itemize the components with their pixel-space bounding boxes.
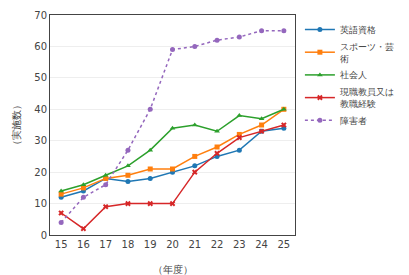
svg-text:21: 21	[188, 239, 201, 250]
svg-text:20: 20	[166, 239, 179, 250]
svg-text:英語資格: 英語資格	[340, 25, 376, 35]
svg-text:（年度）: （年度）	[153, 264, 193, 275]
svg-text:障害者: 障害者	[340, 116, 367, 126]
svg-text:60: 60	[34, 41, 47, 52]
svg-text:10: 10	[34, 198, 47, 209]
svg-text:現職教員又は教職経験: 現職教員又は教職経験	[340, 87, 394, 109]
svg-text:30: 30	[34, 135, 47, 146]
svg-text:17: 17	[99, 239, 112, 250]
svg-text:16: 16	[77, 239, 90, 250]
svg-text:0: 0	[41, 230, 47, 241]
svg-text:50: 50	[34, 72, 47, 83]
svg-text:22: 22	[211, 239, 224, 250]
svg-text:40: 40	[34, 104, 47, 115]
svg-text:23: 23	[233, 239, 246, 250]
svg-text:19: 19	[144, 239, 157, 250]
svg-text:スポーツ・芸術: スポーツ・芸術	[340, 42, 394, 64]
svg-text:社会人: 社会人	[340, 70, 367, 80]
svg-text:（実施数）: （実施数）	[11, 100, 22, 150]
svg-text:24: 24	[255, 239, 268, 250]
svg-text:15: 15	[55, 239, 68, 250]
svg-text:18: 18	[122, 239, 135, 250]
svg-text:70: 70	[34, 10, 47, 21]
svg-text:25: 25	[277, 239, 290, 250]
svg-text:20: 20	[34, 167, 47, 178]
